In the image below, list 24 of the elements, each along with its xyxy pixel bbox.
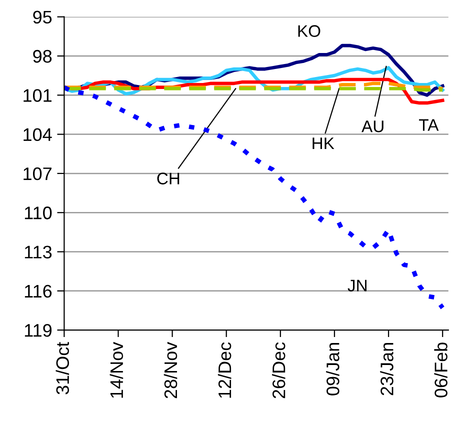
series-label: TA <box>419 119 439 131</box>
y-tick-label: 95 <box>33 10 52 24</box>
x-tick-label: 23/Jan <box>380 343 394 396</box>
x-tick-label: 12/Dec <box>218 342 232 398</box>
series-label: KO <box>298 25 320 37</box>
x-tick-label: 26/Dec <box>272 342 286 398</box>
y-tick-label: 101 <box>24 89 52 102</box>
x-tick-label: 09/Jan <box>326 343 340 396</box>
line-series <box>64 85 445 310</box>
y-tick-label: 116 <box>24 284 52 298</box>
y-tick-label: 119 <box>24 324 52 337</box>
text: CH <box>157 172 180 184</box>
text: AU <box>362 120 384 132</box>
x-tick-label: 31/Oct <box>56 342 70 394</box>
text: HK <box>312 138 334 150</box>
series-label: JN <box>348 280 366 292</box>
y-tick-label: 104 <box>24 128 52 142</box>
x-tick-label: 14/Nov <box>110 342 124 398</box>
y-tick-label: 98 <box>33 50 52 63</box>
x-tick-label: 06/Feb <box>434 342 448 398</box>
y-tick-label: 107 <box>24 167 52 180</box>
x-tick-label: 28/Nov <box>164 342 178 398</box>
y-tick-label: 110 <box>24 206 52 220</box>
y-tick-label: 113 <box>24 246 52 258</box>
